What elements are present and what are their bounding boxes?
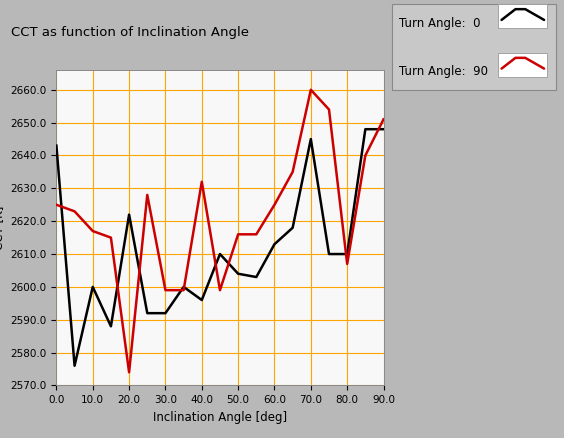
Y-axis label: CCT [K]: CCT [K] [0,205,5,250]
Text: Turn Angle:  90: Turn Angle: 90 [399,65,487,78]
Bar [499,53,547,77]
Bar [499,4,547,28]
Text: Turn Angle:  0: Turn Angle: 0 [399,17,480,30]
Text: CCT as function of Inclination Angle: CCT as function of Inclination Angle [11,26,249,39]
X-axis label: Inclination Angle [deg]: Inclination Angle [deg] [153,411,287,424]
